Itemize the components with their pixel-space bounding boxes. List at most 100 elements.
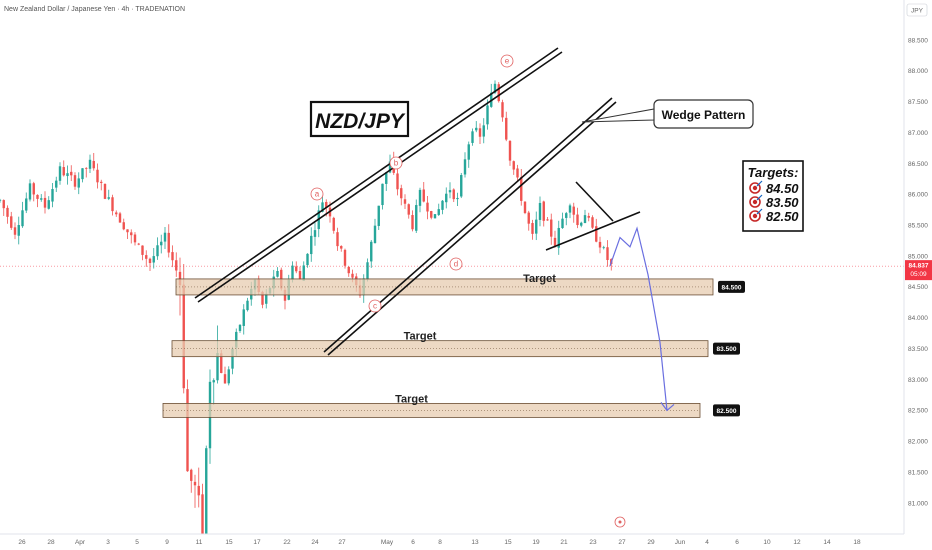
candle-body (51, 189, 54, 202)
wave-label: b (394, 159, 399, 168)
y-tick-label: 83.500 (908, 346, 928, 353)
candle-body (523, 201, 527, 214)
candle-body (460, 175, 463, 197)
candle-body (92, 160, 95, 169)
target-price-tag: 83.500 (717, 346, 737, 353)
candle-body (538, 202, 542, 220)
x-tick-label: 4 (705, 539, 709, 546)
target-price-tag-bg (713, 342, 740, 355)
candle-body (576, 214, 579, 226)
x-tick-label: May (381, 539, 394, 546)
candle-body (175, 260, 178, 271)
projection-path (609, 226, 668, 411)
candle-body (107, 197, 110, 199)
target-zones-layer: Target 84.500 Target 83.500 Target 82.500 (162, 273, 745, 418)
target-zone-label: Target (523, 273, 556, 285)
candle-body (340, 246, 343, 249)
target-value: 83.50 (766, 195, 799, 210)
x-tick-label: 26 (18, 539, 26, 546)
candle-body (85, 167, 88, 169)
candle-body (160, 241, 163, 246)
target-price-tag: 84.500 (722, 284, 742, 291)
candle-body (527, 212, 530, 224)
wedge-callout[interactable]: Wedge Pattern (581, 99, 754, 129)
target-price-tag-bg (718, 280, 745, 293)
x-tick-label: 10 (763, 539, 771, 546)
candle-body (163, 232, 167, 242)
candle-body (70, 171, 73, 176)
candle-body (422, 189, 425, 202)
x-tick-label: 3 (106, 539, 110, 546)
trend-line (575, 181, 614, 222)
candle-body (407, 204, 410, 215)
candle-body (73, 175, 77, 187)
candle-body (103, 183, 107, 199)
candle-body (512, 161, 515, 170)
candle-body (437, 209, 440, 215)
candle-body (111, 197, 114, 212)
candle-body (325, 201, 328, 208)
target-value: 82.50 (766, 209, 799, 224)
wave-label-circle (368, 299, 382, 313)
pair-label-box[interactable]: NZD/JPY (309, 100, 410, 138)
x-tick-label: 21 (560, 539, 568, 546)
candle-body (96, 169, 99, 183)
candle-body (373, 225, 377, 244)
candle-body (36, 194, 39, 199)
candle-body (572, 206, 575, 215)
candle-body (336, 232, 339, 247)
y-tick-label: 88.000 (908, 68, 928, 75)
candle-body (452, 189, 455, 200)
current-price-tag-bg (905, 260, 932, 281)
candle-body (13, 227, 17, 235)
y-tick-label: 84.500 (908, 284, 928, 291)
candle-body (21, 210, 24, 227)
y-tick-label: 85.000 (908, 253, 928, 260)
y-tick-label: 84.000 (908, 315, 928, 322)
wedge-callout-box (653, 99, 754, 129)
candle-body (291, 265, 294, 280)
candle-body (216, 353, 219, 381)
candle-body (190, 469, 193, 481)
trend-line (327, 101, 617, 356)
candle-body (182, 284, 185, 389)
candle-body (28, 183, 32, 200)
candle-body (580, 222, 583, 226)
candle-body (501, 102, 504, 118)
y-tick-label: 81.500 (908, 469, 928, 476)
candle-body (32, 183, 35, 195)
x-tick-label: 17 (253, 539, 261, 546)
candle-body (122, 222, 125, 230)
y-tick-label: 82.500 (908, 408, 928, 415)
candle-body (55, 180, 58, 188)
x-tick-label: 15 (504, 539, 512, 546)
y-axis-ticks: 88.500 88.000 87.500 87.000 86.500 86.000 85.5… (908, 37, 928, 507)
currency-badge-label: JPY (911, 8, 924, 15)
candle-body (201, 494, 204, 539)
candle-body (227, 369, 230, 384)
candle-body (531, 223, 534, 234)
trend-line (545, 211, 641, 251)
wave-label-circle (500, 54, 514, 68)
candle-body (130, 232, 133, 236)
candle-body (535, 219, 538, 234)
candle-body (310, 235, 313, 255)
candle-body (2, 200, 5, 209)
candle-body (58, 166, 62, 181)
candle-body (141, 245, 144, 255)
target-bullseye-center (752, 185, 758, 191)
candle-body (595, 226, 598, 242)
candle-body (238, 324, 242, 331)
time-scale[interactable] (0, 534, 932, 550)
candle-body (351, 273, 354, 278)
y-tick-label: 81.000 (908, 500, 928, 507)
wave-label: d (454, 260, 458, 269)
x-tick-label: 18 (853, 539, 861, 546)
candle-body (205, 448, 208, 538)
currency-badge[interactable] (906, 3, 928, 17)
x-tick-label: 14 (823, 539, 831, 546)
